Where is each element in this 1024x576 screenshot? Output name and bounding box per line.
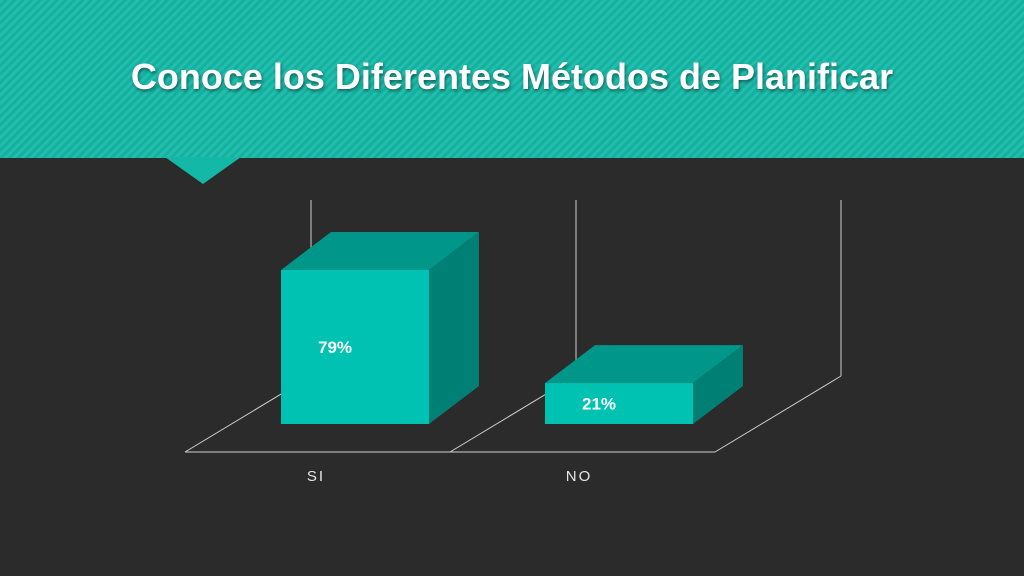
bar-top-face <box>281 232 479 270</box>
header-pointer <box>165 157 241 184</box>
bar-no: 21% <box>545 345 743 424</box>
x-tick-label: NO <box>566 468 593 485</box>
bar-front-face <box>281 270 429 424</box>
bar-front-face <box>545 383 693 424</box>
x-axis-labels: SI NO <box>307 468 593 485</box>
slide-title: Conoce los Diferentes Métodos de Planifi… <box>130 56 894 97</box>
x-tick-label: SI <box>307 468 325 485</box>
floor-right-edge <box>714 375 842 453</box>
data-label: 79% <box>318 338 352 357</box>
data-label: 21% <box>582 395 616 414</box>
header-banner <box>0 0 1024 158</box>
bar-side-face <box>693 345 743 424</box>
bar-top-face <box>545 345 743 384</box>
bar-side-face <box>429 232 479 424</box>
chart-bars: 79% 21% <box>281 232 743 424</box>
bar-si: 79% <box>281 232 479 424</box>
